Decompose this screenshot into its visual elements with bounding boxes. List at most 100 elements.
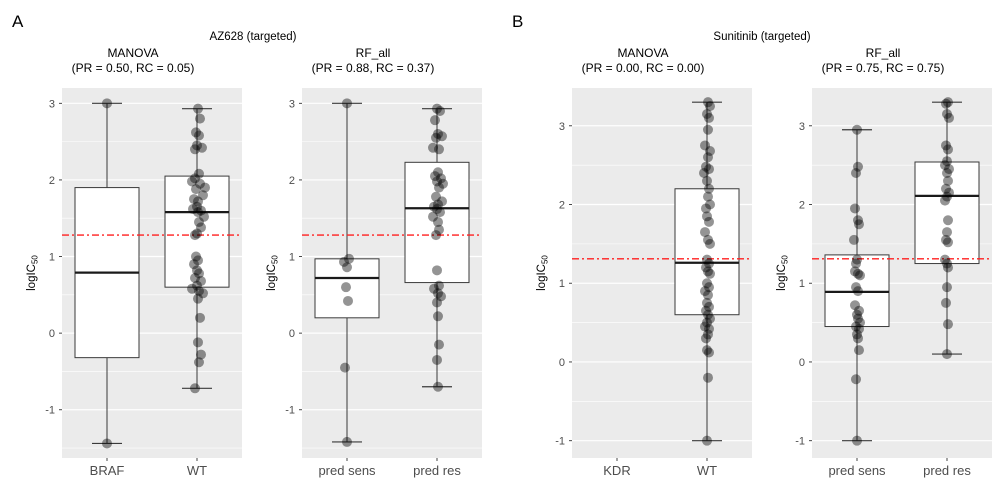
- jitter-point: [853, 161, 863, 172]
- jitter-point: [342, 436, 352, 447]
- facet-stats: (PR = 0.00, RC = 0.00): [581, 61, 705, 75]
- jitter-point: [702, 211, 712, 222]
- jitter-point: [431, 132, 441, 143]
- jitter-point: [705, 145, 715, 156]
- jitter-point: [430, 115, 440, 126]
- jitter-point: [196, 205, 206, 216]
- jitter-point: [850, 300, 860, 311]
- jitter-point: [193, 293, 203, 304]
- jitter-point: [700, 321, 710, 332]
- jitter-point: [940, 254, 950, 265]
- jitter-point: [196, 349, 206, 360]
- jitter-point: [434, 280, 444, 291]
- panel-b-title: Sunitinib (targeted): [713, 31, 811, 43]
- jitter-point: [197, 142, 207, 153]
- y-tick-label: 2: [289, 175, 295, 187]
- jitter-point: [703, 329, 713, 340]
- jitter-point: [190, 230, 200, 241]
- jitter-point: [703, 124, 713, 135]
- jitter-point: [192, 265, 202, 276]
- jitter-point: [341, 282, 351, 293]
- y-tick-label: 2: [799, 200, 805, 212]
- jitter-point: [701, 203, 711, 214]
- jitter-point: [433, 167, 443, 178]
- y-tick-label: 0: [49, 328, 55, 340]
- jitter-point: [852, 435, 862, 446]
- jitter-point: [700, 227, 710, 238]
- jitter-point: [189, 194, 199, 205]
- jitter-point: [943, 237, 953, 248]
- jitter-point: [433, 199, 443, 210]
- jitter-point: [853, 333, 863, 344]
- x-tick-label: WT: [697, 463, 717, 478]
- jitter-point: [703, 234, 713, 245]
- jitter-point: [428, 211, 438, 222]
- boxplot-svg: -1 0 1 2 3 logIC50 pred sens pred res: [266, 88, 482, 478]
- box-iqr: [824, 254, 890, 328]
- facet-method: MANOVA: [107, 46, 159, 60]
- jitter-point: [941, 183, 951, 194]
- jitter-point: [434, 224, 444, 235]
- jitter-point: [343, 295, 353, 306]
- y-tick-label: 1: [49, 252, 55, 264]
- jitter-point: [704, 183, 714, 194]
- jitter-point: [195, 312, 205, 323]
- jitter-point: [428, 142, 438, 153]
- jitter-point: [192, 201, 202, 212]
- boxplot-svg: -1 0 1 2 3 logIC50 BRAF WT: [26, 88, 242, 478]
- jitter-point: [704, 258, 714, 269]
- jitter-point: [433, 311, 443, 322]
- y-tick-label: -1: [555, 436, 565, 448]
- jitter-point: [429, 201, 439, 212]
- jitter-point: [190, 272, 200, 283]
- panel-b-label: B: [512, 12, 524, 31]
- box-iqr: [314, 258, 380, 319]
- subplot-a-rfall: RF_all (PR = 0.88, RC = 0.37) -1 0 1 2 3 logI…: [264, 44, 482, 488]
- jitter-point: [852, 329, 862, 340]
- y-tick-label: 3: [289, 98, 295, 110]
- jitter-point: [432, 204, 442, 215]
- jitter-point: [187, 283, 197, 294]
- y-tick-label: -1: [285, 405, 295, 417]
- jitter-point: [431, 191, 441, 202]
- jitter-point: [702, 175, 712, 186]
- boxplot-area: -1 0 1 2 3 logIC50 pred sens pred res: [774, 88, 992, 486]
- y-tick-label: 1: [799, 278, 805, 290]
- jitter-point: [703, 191, 713, 202]
- jitter-point: [703, 266, 713, 277]
- jitter-point: [433, 128, 443, 139]
- boxplot-area: -1 0 1 2 3 logIC50 pred sens pred res: [264, 88, 482, 486]
- jitter-point: [434, 182, 444, 193]
- jitter-point: [192, 140, 202, 151]
- y-axis-title: logIC50: [266, 255, 280, 291]
- jitter-point: [432, 176, 442, 187]
- jitter-point: [435, 105, 445, 116]
- boxplot-svg: -1 0 1 2 3 logIC50 pred sens pred res: [776, 88, 992, 478]
- jitter-point: [703, 97, 713, 108]
- x-tick-label: WT: [187, 463, 207, 478]
- jitter-point: [192, 228, 202, 239]
- jitter-point: [705, 268, 715, 279]
- y-tick-label: 0: [559, 357, 565, 369]
- jitter-point: [704, 347, 714, 358]
- subplot-b-rfall: RF_all (PR = 0.75, RC = 0.75) -1 0 1 2 3 logI…: [774, 44, 992, 488]
- y-tick-label: 3: [49, 98, 55, 110]
- jitter-point: [941, 297, 951, 308]
- jitter-point: [702, 345, 712, 356]
- jitter-point: [704, 164, 714, 175]
- jitter-point: [194, 286, 204, 297]
- jitter-point: [191, 251, 201, 262]
- jitter-point: [943, 262, 953, 273]
- jitter-point: [944, 112, 954, 123]
- y-tick-label: 1: [559, 278, 565, 290]
- facet-method: MANOVA: [617, 46, 669, 60]
- jitter-point: [854, 323, 864, 334]
- jitter-point: [851, 258, 861, 269]
- jitter-point: [339, 256, 349, 267]
- facet-title: MANOVA (PR = 0.00, RC = 0.00): [534, 46, 752, 76]
- jitter-point: [701, 333, 711, 344]
- jitter-point: [704, 216, 714, 227]
- jitter-point: [190, 144, 200, 155]
- box-iqr: [404, 161, 470, 284]
- jitter-point: [943, 144, 953, 155]
